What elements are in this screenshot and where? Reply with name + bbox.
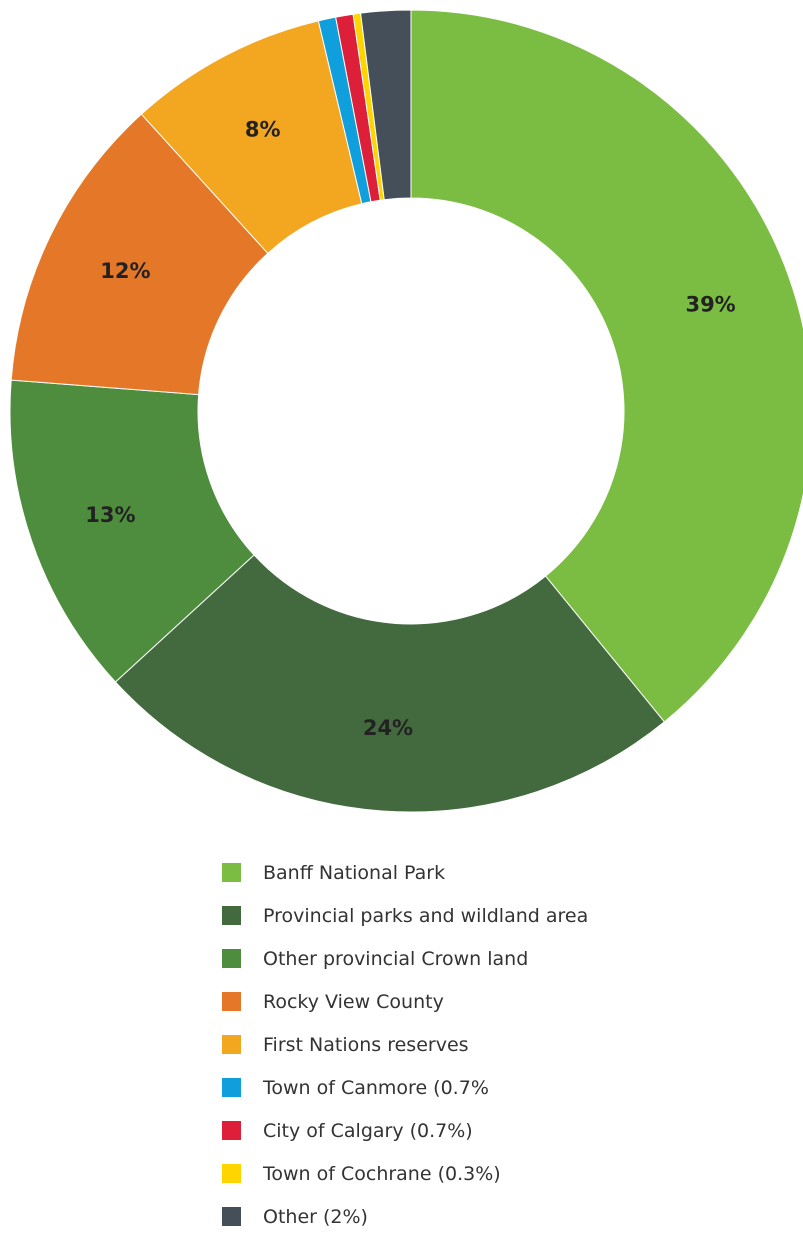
legend-swatch-8 xyxy=(222,1207,241,1226)
legend-item-8: Other (2%) xyxy=(222,1195,588,1238)
slice-label-1: 24% xyxy=(363,716,413,740)
slice-0 xyxy=(410,9,803,723)
slice-label-4: 8% xyxy=(245,118,281,142)
slice-2 xyxy=(9,379,255,683)
legend-swatch-3 xyxy=(222,992,241,1011)
legend-swatch-2 xyxy=(222,949,241,968)
legend-label-2: Other provincial Crown land xyxy=(263,947,529,970)
legend-swatch-1 xyxy=(222,906,241,925)
legend-label-4: First Nations reserves xyxy=(263,1033,469,1056)
legend-item-3: Rocky View County xyxy=(222,980,588,1023)
legend-swatch-7 xyxy=(222,1164,241,1183)
legend-item-7: Town of Cochrane (0.3%) xyxy=(222,1152,588,1195)
legend-label-0: Banff National Park xyxy=(263,861,446,884)
legend-item-5: Town of Canmore (0.7% xyxy=(222,1066,588,1109)
slice-1 xyxy=(114,554,666,813)
legend-label-7: Town of Cochrane (0.3%) xyxy=(263,1162,501,1185)
legend-label-5: Town of Canmore (0.7% xyxy=(263,1076,489,1099)
legend-swatch-0 xyxy=(222,863,241,882)
legend-swatch-6 xyxy=(222,1121,241,1140)
slice-label-2: 13% xyxy=(85,503,135,527)
donut-chart: 39% 24% 13% 12% 8% xyxy=(9,9,803,813)
legend: Banff National Park Provincial parks and … xyxy=(222,851,588,1238)
legend-swatch-4 xyxy=(222,1035,241,1054)
legend-item-6: City of Calgary (0.7%) xyxy=(222,1109,588,1152)
slice-label-0: 39% xyxy=(685,292,735,316)
slice-3 xyxy=(10,113,269,396)
legend-label-3: Rocky View County xyxy=(263,990,444,1013)
legend-item-2: Other provincial Crown land xyxy=(222,937,588,980)
donut-slices xyxy=(9,9,803,813)
legend-item-4: First Nations reserves xyxy=(222,1023,588,1066)
slice-labels: 39% 24% 13% 12% 8% xyxy=(85,118,735,740)
legend-swatch-5 xyxy=(222,1078,241,1097)
legend-item-0: Banff National Park xyxy=(222,851,588,894)
legend-item-1: Provincial parks and wildland area xyxy=(222,894,588,937)
slice-label-3: 12% xyxy=(100,259,150,283)
slice-8 xyxy=(360,9,412,201)
legend-label-1: Provincial parks and wildland area xyxy=(263,904,589,927)
legend-label-8: Other (2%) xyxy=(263,1205,368,1228)
legend-label-6: City of Calgary (0.7%) xyxy=(263,1119,473,1142)
